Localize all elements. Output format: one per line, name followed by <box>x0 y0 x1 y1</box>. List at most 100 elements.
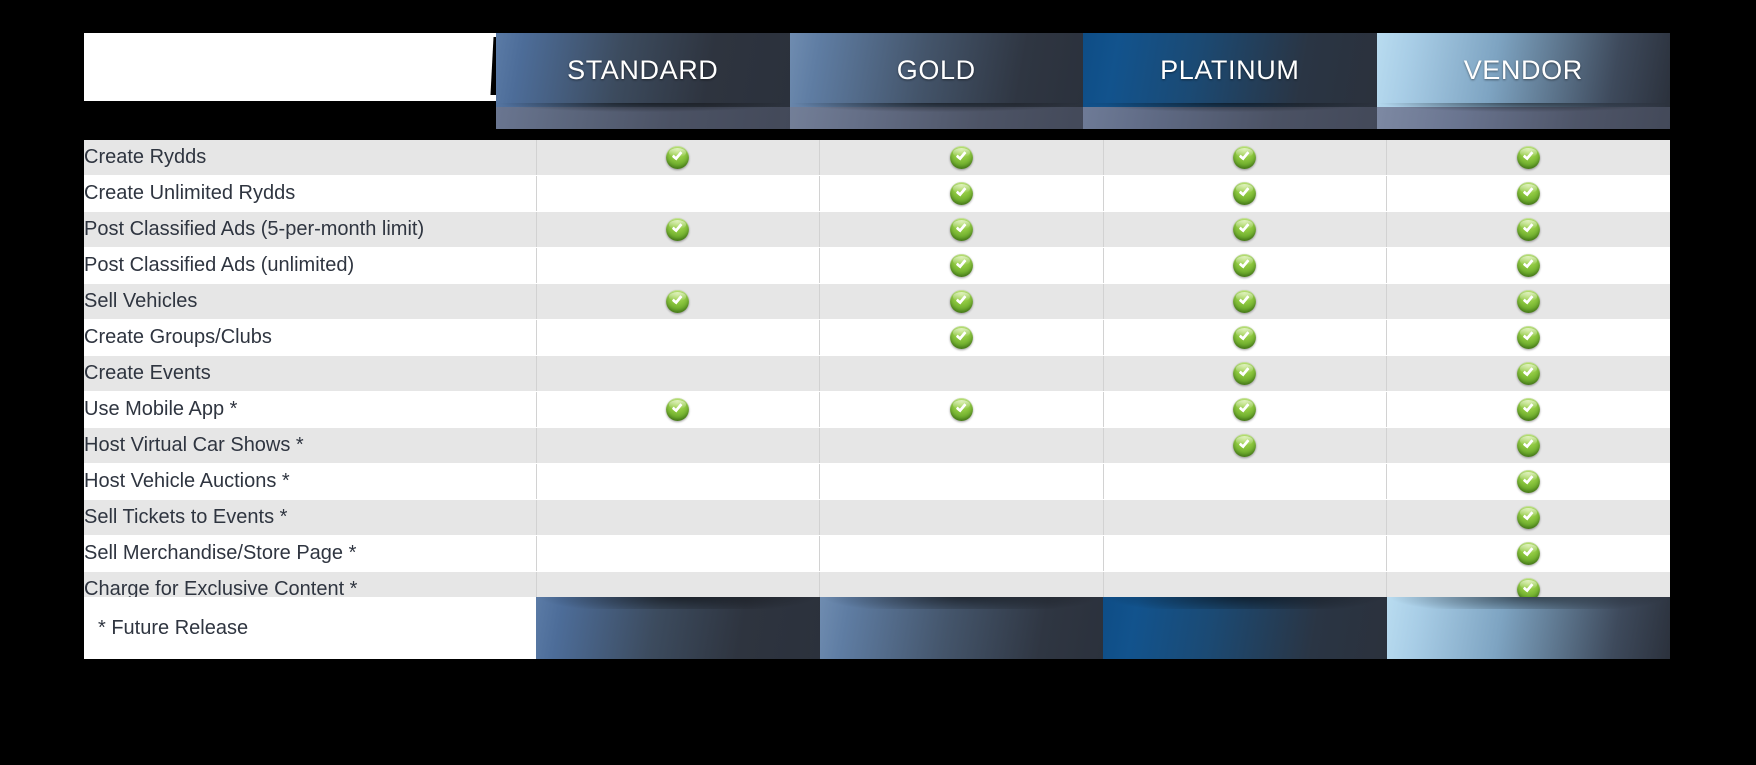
feature-table: Create Rydds Create Unlimited Rydds Post C… <box>84 140 1670 608</box>
cell-platinum <box>1103 283 1387 320</box>
cell-standard <box>536 319 820 356</box>
cell-platinum <box>1103 535 1387 572</box>
plan-header-label: VENDOR <box>1463 54 1583 85</box>
check-circle-icon <box>1233 254 1257 277</box>
cell-standard <box>536 140 820 176</box>
check-circle-icon <box>1517 506 1540 529</box>
cell-vendor <box>1386 355 1670 392</box>
check-circle-icon <box>949 182 973 205</box>
cell-platinum <box>1103 427 1387 464</box>
cell-standard <box>536 391 820 428</box>
cell-vendor <box>1386 319 1670 356</box>
cell-vendor <box>1386 499 1670 536</box>
check-circle-icon <box>949 398 973 421</box>
table-row: Create Rydds <box>84 140 1670 176</box>
plan-header-reflection <box>1376 107 1670 129</box>
plan-header-cap: GOLD <box>789 33 1083 107</box>
cell-standard <box>536 427 820 464</box>
plan-header-label: GOLD <box>896 54 976 85</box>
cell-standard <box>536 175 820 212</box>
check-circle-icon <box>949 254 973 277</box>
feature-table-body: Create Rydds Create Unlimited Rydds Post C… <box>84 140 1670 608</box>
plan-header-platinum: PLATINUM <box>1083 33 1377 129</box>
check-circle-icon <box>949 290 973 313</box>
feature-label: Sell Tickets to Events * <box>84 499 537 536</box>
cell-platinum <box>1103 140 1387 176</box>
cell-gold <box>819 391 1104 428</box>
plan-header-cap: PLATINUM <box>1083 33 1377 107</box>
check-circle-icon <box>1517 362 1540 385</box>
feature-label: Create Unlimited Rydds <box>84 175 537 212</box>
plan-header-label: PLATINUM <box>1160 54 1300 85</box>
cell-platinum <box>1103 211 1387 248</box>
check-circle-icon <box>1233 182 1257 205</box>
cell-vendor <box>1386 175 1670 212</box>
cell-gold <box>819 499 1104 536</box>
cell-gold <box>819 319 1104 356</box>
footer-bar-gold <box>819 597 1103 659</box>
footer-bar-sheen <box>536 597 820 609</box>
cell-platinum <box>1103 355 1387 392</box>
feature-label: Post Classified Ads (5-per-month limit) <box>84 211 537 248</box>
plan-header-reflection <box>789 107 1083 129</box>
cell-standard <box>536 211 820 248</box>
feature-label: Create Events <box>84 355 537 392</box>
table-row: Create Events <box>84 355 1670 392</box>
check-circle-icon <box>1233 146 1257 169</box>
cell-vendor <box>1386 247 1670 284</box>
feature-label: Create Groups/Clubs <box>84 319 537 356</box>
footer-bar-sheen <box>1103 597 1387 609</box>
logo-placeholder <box>84 33 496 101</box>
check-circle-icon <box>1233 290 1257 313</box>
table-row: Host Vehicle Auctions * <box>84 463 1670 500</box>
check-circle-icon <box>666 146 690 169</box>
cell-vendor <box>1386 391 1670 428</box>
check-circle-icon <box>1233 398 1257 421</box>
table-row: Sell Merchandise/Store Page * <box>84 535 1670 572</box>
check-circle-icon <box>1517 182 1540 205</box>
check-circle-icon <box>1517 398 1540 421</box>
cell-gold <box>819 463 1104 500</box>
feature-label: Use Mobile App * <box>84 391 537 428</box>
cell-gold <box>819 283 1104 320</box>
table-row: Post Classified Ads (5-per-month limit) <box>84 211 1670 248</box>
footer-bar-sheen <box>819 597 1103 609</box>
cell-gold <box>819 427 1104 464</box>
cell-standard <box>536 535 820 572</box>
cell-vendor <box>1386 427 1670 464</box>
check-circle-icon <box>949 146 973 169</box>
cell-platinum <box>1103 463 1387 500</box>
table-row: Sell Tickets to Events * <box>84 499 1670 536</box>
check-circle-icon <box>1517 254 1540 277</box>
check-circle-icon <box>949 326 973 349</box>
feature-label: Host Virtual Car Shows * <box>84 427 537 464</box>
check-circle-icon <box>666 398 690 421</box>
check-circle-icon <box>1233 326 1257 349</box>
cell-standard <box>536 499 820 536</box>
plan-header-standard: STANDARD <box>496 33 790 129</box>
check-circle-icon <box>1517 146 1540 169</box>
chart-footer: * Future Release <box>84 597 1670 659</box>
feature-label: Post Classified Ads (unlimited) <box>84 247 537 284</box>
cell-gold <box>819 140 1104 176</box>
cell-platinum <box>1103 247 1387 284</box>
table-row: Sell Vehicles <box>84 283 1670 320</box>
cell-gold <box>819 247 1104 284</box>
feature-label: Create Rydds <box>84 140 537 176</box>
check-circle-icon <box>1517 578 1540 601</box>
cell-standard <box>536 355 820 392</box>
check-circle-icon <box>1517 218 1540 241</box>
check-circle-icon <box>1517 434 1540 457</box>
feature-label: Host Vehicle Auctions * <box>84 463 537 500</box>
plan-header-cells: STANDARD GOLD PLATINUM VENDOR <box>496 33 1670 129</box>
cell-platinum <box>1103 319 1387 356</box>
check-circle-icon <box>1233 218 1257 241</box>
feature-label: Sell Merchandise/Store Page * <box>84 535 537 572</box>
check-circle-icon <box>1233 362 1257 385</box>
cell-platinum <box>1103 175 1387 212</box>
table-row: Use Mobile App * <box>84 391 1670 428</box>
cell-gold <box>819 211 1104 248</box>
cell-vendor <box>1386 211 1670 248</box>
footer-bar-vendor <box>1386 597 1670 659</box>
